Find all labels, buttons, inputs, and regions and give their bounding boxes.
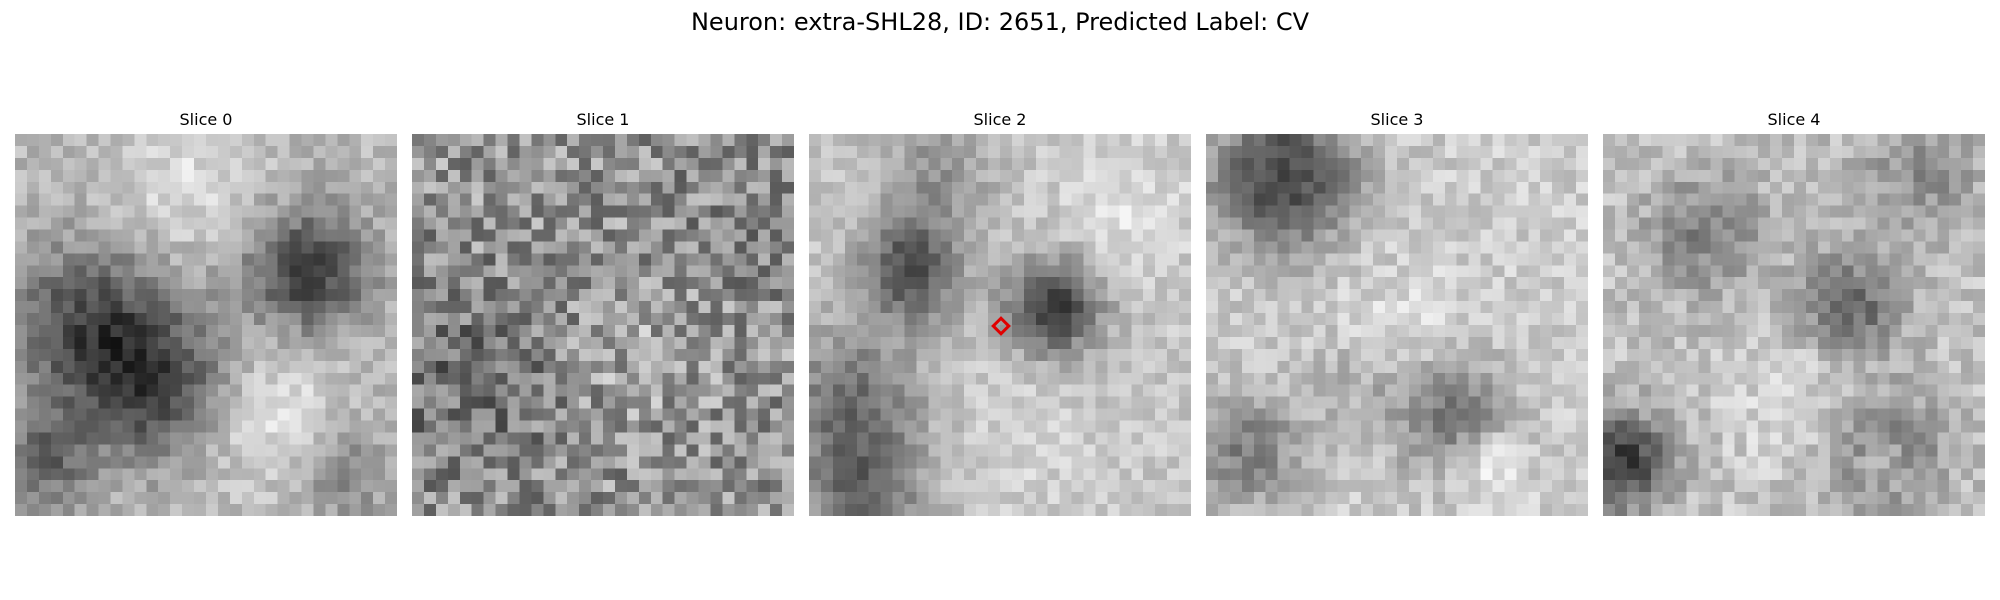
- slice-image-2: [809, 134, 1191, 516]
- slice-image-3: [1206, 134, 1588, 516]
- slice-image-0: [15, 134, 397, 516]
- slice-image-1: [412, 134, 794, 516]
- slice-title-4: Slice 4: [1767, 110, 1821, 129]
- figure-title: Neuron: extra-SHL28, ID: 2651, Predicted…: [690, 8, 1310, 36]
- slice-title-3: Slice 3: [1370, 110, 1424, 129]
- slice-panel-2: Slice 2: [809, 108, 1191, 516]
- slice-panel-1: Slice 1: [412, 108, 794, 516]
- slice-title-0: Slice 0: [179, 110, 233, 129]
- slice-panel-4: Slice 4: [1603, 108, 1985, 516]
- slice-panel-0: Slice 0: [15, 108, 397, 516]
- slice-panel-3: Slice 3: [1206, 108, 1588, 516]
- slice-title-1: Slice 1: [576, 110, 630, 129]
- slice-title-2: Slice 2: [973, 110, 1027, 129]
- slice-image-4: [1603, 134, 1985, 516]
